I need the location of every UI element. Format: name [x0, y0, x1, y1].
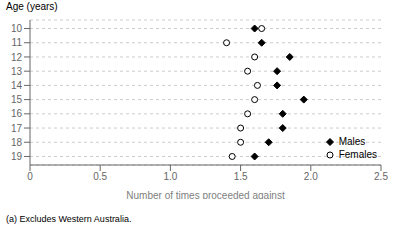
svg-text:14: 14 [11, 80, 23, 91]
html-text:Females: Females [338, 149, 377, 160]
svg-text:16: 16 [11, 108, 23, 119]
html-text:Males: Males [338, 136, 366, 147]
svg-text:10: 10 [11, 23, 23, 34]
svg-text:1.0: 1.0 [163, 171, 177, 182]
svg-text:15: 15 [11, 94, 23, 105]
svg-text:1.5: 1.5 [234, 171, 248, 182]
svg-text:2.0: 2.0 [304, 171, 318, 182]
svg-text:12: 12 [11, 52, 23, 63]
svg-text:17: 17 [11, 123, 23, 134]
svg-text:18: 18 [11, 137, 23, 148]
svg-text:0: 0 [27, 171, 33, 182]
svg-text:2.5: 2.5 [374, 171, 388, 182]
html-text:Age (years): Age (years) [6, 1, 58, 12]
svg-text:Number of times proceeded agai: Number of times proceeded against [126, 190, 285, 199]
svg-text:19: 19 [11, 151, 23, 162]
svg-text:11: 11 [12, 37, 23, 48]
svg-text:13: 13 [11, 66, 23, 77]
html-text:(a) Excludes Western Australia: (a) Excludes Western Australia. [6, 214, 132, 224]
svg-text:0.5: 0.5 [93, 171, 107, 182]
